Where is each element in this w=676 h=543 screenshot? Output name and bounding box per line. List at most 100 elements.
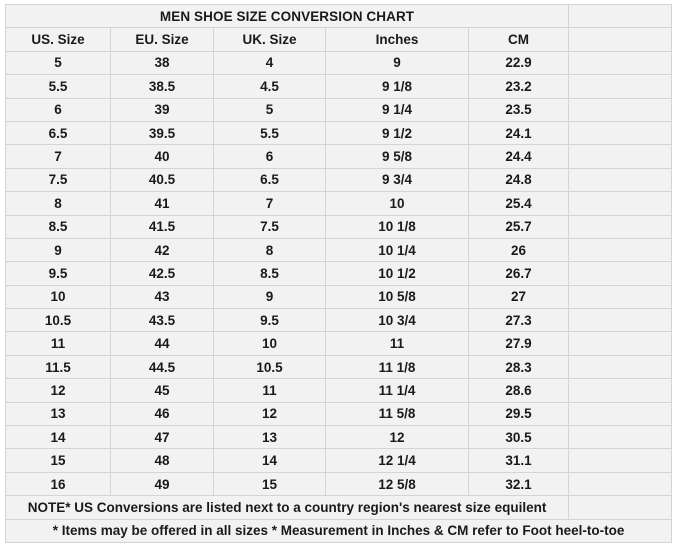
empty-cell[interactable] (568, 214, 673, 239)
empty-cell[interactable] (568, 448, 673, 473)
cell-us[interactable]: 6.5 (5, 120, 111, 146)
empty-cell[interactable] (568, 3, 673, 29)
cell-cm[interactable]: 22.9 (467, 50, 570, 76)
cell-us[interactable]: 5.5 (5, 74, 111, 99)
cell-cm[interactable]: 27.9 (467, 331, 570, 356)
cell-cm[interactable]: 25.4 (467, 191, 570, 216)
cell-eu[interactable]: 43.5 (110, 308, 214, 333)
empty-cell[interactable] (568, 261, 673, 286)
cell-uk[interactable]: 10 (213, 331, 326, 356)
cell-eu[interactable]: 39 (110, 97, 214, 122)
cell-cm[interactable]: 24.1 (467, 120, 570, 146)
cell-cm[interactable]: 26.7 (467, 261, 570, 286)
cell-inches[interactable]: 12 1/4 (325, 448, 469, 473)
empty-cell[interactable] (568, 237, 673, 263)
cell-eu[interactable]: 38 (110, 50, 214, 76)
column-header-us[interactable]: US. Size (5, 27, 111, 52)
cell-inches[interactable]: 10 1/8 (325, 214, 469, 239)
cell-us[interactable]: 13 (5, 401, 111, 427)
cell-uk[interactable]: 4 (213, 50, 326, 76)
cell-us[interactable]: 7 (5, 144, 111, 169)
cell-us[interactable]: 9 (5, 237, 111, 263)
cell-eu[interactable]: 40.5 (110, 167, 214, 193)
cell-inches[interactable]: 11 1/4 (325, 378, 469, 403)
empty-cell[interactable] (568, 425, 673, 450)
cell-eu[interactable]: 48 (110, 448, 214, 473)
cell-eu[interactable]: 38.5 (110, 74, 214, 99)
cell-us[interactable]: 15 (5, 448, 111, 473)
column-header-inches[interactable]: Inches (325, 27, 469, 52)
cell-us[interactable]: 10.5 (5, 308, 111, 333)
cell-uk[interactable]: 6 (213, 144, 326, 169)
empty-cell[interactable] (568, 120, 673, 146)
cell-us[interactable]: 12 (5, 378, 111, 403)
cell-us[interactable]: 9.5 (5, 261, 111, 286)
cell-inches[interactable]: 9 1/4 (325, 97, 469, 122)
cell-uk[interactable]: 5 (213, 97, 326, 122)
cell-eu[interactable]: 39.5 (110, 120, 214, 146)
cell-us[interactable]: 11 (5, 331, 111, 356)
cell-eu[interactable]: 42.5 (110, 261, 214, 286)
cell-inches[interactable]: 10 3/4 (325, 308, 469, 333)
cell-uk[interactable]: 11 (213, 378, 326, 403)
cell-cm[interactable]: 28.3 (467, 354, 570, 380)
cell-cm[interactable]: 24.8 (467, 167, 570, 193)
empty-cell[interactable] (568, 167, 673, 193)
cell-uk[interactable]: 7 (213, 191, 326, 216)
empty-cell[interactable] (568, 378, 673, 403)
cell-us[interactable]: 10 (5, 284, 111, 310)
cell-uk[interactable]: 12 (213, 401, 326, 427)
cell-us[interactable]: 6 (5, 97, 111, 122)
cell-us[interactable]: 8.5 (5, 214, 111, 239)
cell-us[interactable]: 14 (5, 425, 111, 450)
cell-cm[interactable]: 27 (467, 284, 570, 310)
empty-cell[interactable] (568, 50, 673, 76)
cell-cm[interactable]: 23.2 (467, 74, 570, 99)
cell-uk[interactable]: 10.5 (213, 354, 326, 380)
cell-inches[interactable]: 12 5/8 (325, 471, 469, 497)
cell-cm[interactable]: 27.3 (467, 308, 570, 333)
empty-cell[interactable] (568, 97, 673, 122)
empty-cell[interactable] (568, 308, 673, 333)
cell-inches[interactable]: 11 (325, 331, 469, 356)
cell-us[interactable]: 8 (5, 191, 111, 216)
cell-cm[interactable]: 32.1 (467, 471, 570, 497)
cell-cm[interactable]: 31.1 (467, 448, 570, 473)
cell-inches[interactable]: 12 (325, 425, 469, 450)
cell-uk[interactable]: 9.5 (213, 308, 326, 333)
cell-inches[interactable]: 10 5/8 (325, 284, 469, 310)
empty-cell[interactable] (568, 144, 673, 169)
empty-cell[interactable] (568, 191, 673, 216)
cell-us[interactable]: 16 (5, 471, 111, 497)
cell-uk[interactable]: 7.5 (213, 214, 326, 239)
cell-cm[interactable]: 29.5 (467, 401, 570, 427)
cell-cm[interactable]: 30.5 (467, 425, 570, 450)
cell-uk[interactable]: 15 (213, 471, 326, 497)
cell-eu[interactable]: 41 (110, 191, 214, 216)
cell-cm[interactable]: 23.5 (467, 97, 570, 122)
empty-cell[interactable] (568, 74, 673, 99)
cell-uk[interactable]: 13 (213, 425, 326, 450)
cell-eu[interactable]: 44 (110, 331, 214, 356)
empty-cell[interactable] (568, 27, 673, 52)
cell-inches[interactable]: 9 5/8 (325, 144, 469, 169)
cell-inches[interactable]: 9 1/2 (325, 120, 469, 146)
cell-us[interactable]: 7.5 (5, 167, 111, 193)
cell-eu[interactable]: 45 (110, 378, 214, 403)
empty-cell[interactable] (568, 471, 673, 497)
cell-cm[interactable]: 26 (467, 237, 570, 263)
column-header-uk[interactable]: UK. Size (213, 27, 326, 52)
cell-uk[interactable]: 9 (213, 284, 326, 310)
cell-inches[interactable]: 10 1/2 (325, 261, 469, 286)
cell-uk[interactable]: 14 (213, 448, 326, 473)
cell-us[interactable]: 5 (5, 50, 111, 76)
empty-cell[interactable] (568, 331, 673, 356)
cell-inches[interactable]: 10 1/4 (325, 237, 469, 263)
cell-eu[interactable]: 40 (110, 144, 214, 169)
cell-eu[interactable]: 47 (110, 425, 214, 450)
empty-cell[interactable] (568, 495, 673, 520)
cell-eu[interactable]: 49 (110, 471, 214, 497)
empty-cell[interactable] (568, 284, 673, 310)
cell-inches[interactable]: 9 (325, 50, 469, 76)
cell-us[interactable]: 11.5 (5, 354, 111, 380)
